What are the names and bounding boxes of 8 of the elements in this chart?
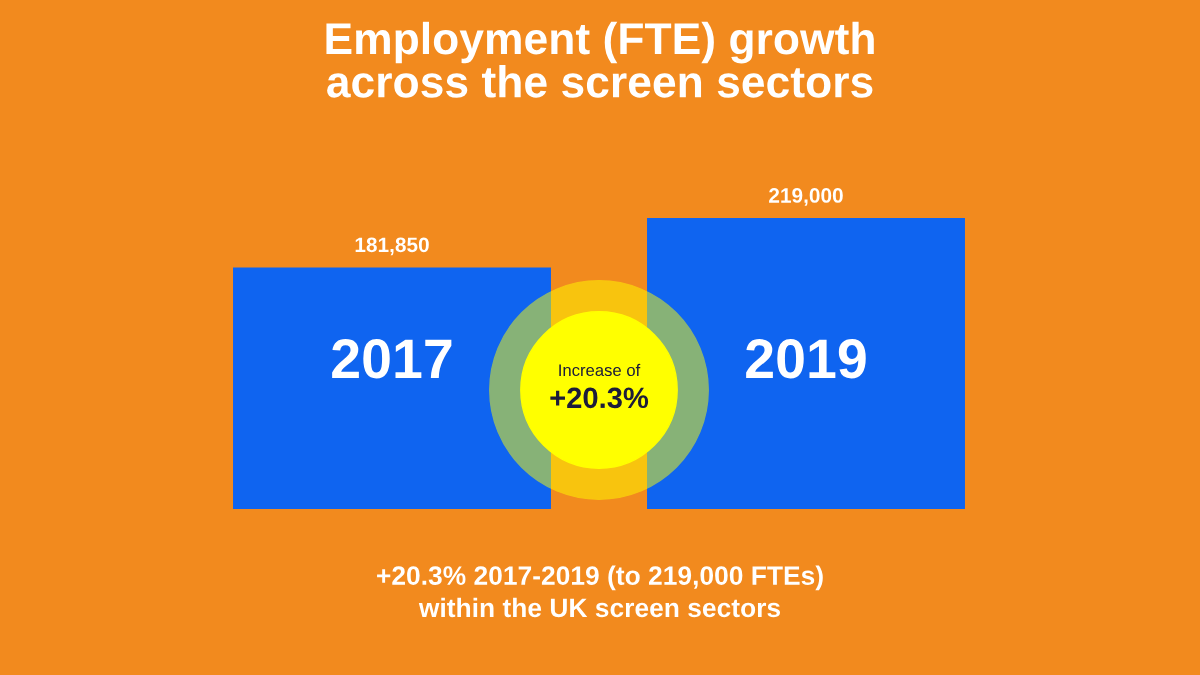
x-tick-label: 2019 xyxy=(746,339,866,379)
x-tick-label: 2017 xyxy=(332,339,452,379)
annotation: +20.3% xyxy=(550,387,649,409)
chart-title: Employment (FTE) growth across the screen sectors xyxy=(326,21,874,98)
text: +20.3% 2017-2019 (to 219,000 FTEs) within the UK screen sectors xyxy=(377,565,823,618)
data-label: 181,850 xyxy=(355,237,429,256)
annotation: Increase of xyxy=(559,363,641,377)
data-label: 219,000 xyxy=(769,188,843,206)
